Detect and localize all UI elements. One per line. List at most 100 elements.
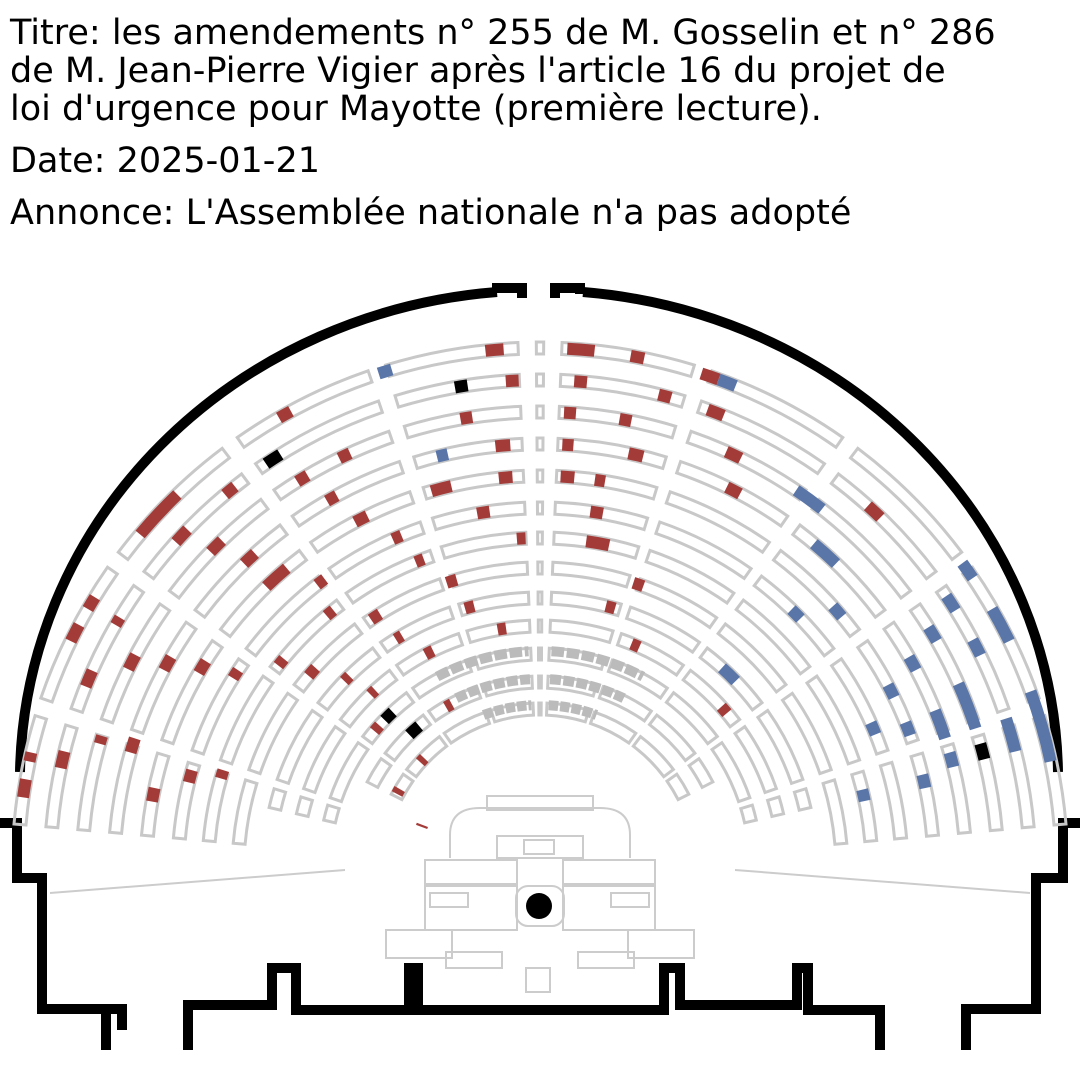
outer-wall-right	[582, 287, 1063, 773]
voted-seat-mark	[573, 375, 588, 389]
voted-seat-mark	[585, 535, 611, 552]
government-seat	[600, 684, 615, 698]
voted-seat-mark	[215, 768, 230, 781]
voted-seat-mark	[352, 510, 370, 528]
seat-row-block	[99, 601, 172, 725]
voted-seat-mark	[239, 549, 259, 568]
seat-row-block	[554, 468, 659, 501]
seat-row-block	[338, 668, 399, 729]
bureau-box-right	[610, 892, 650, 908]
voted-seat-mark	[367, 608, 384, 625]
government-seat	[506, 675, 519, 687]
seat-row-block	[536, 618, 544, 634]
voted-seat-mark	[273, 655, 289, 670]
seat-row-block	[550, 560, 632, 589]
seat-row-block	[235, 368, 374, 450]
seat-row-block	[410, 658, 474, 701]
seat-marks	[17, 342, 1057, 829]
seat-row-block	[536, 560, 544, 576]
government-seat	[463, 655, 479, 669]
seat-row-block	[537, 701, 543, 717]
seat-row-block	[294, 795, 315, 819]
bureau-left	[424, 859, 518, 885]
seat-row-block	[560, 340, 697, 379]
government-seat	[466, 684, 481, 698]
seat-row-block	[246, 691, 300, 776]
government-seat	[580, 650, 596, 663]
voted-seat-mark	[943, 750, 960, 769]
seat-row-block	[738, 803, 759, 825]
seat-row-block	[192, 522, 290, 620]
tribune-desk	[496, 835, 584, 859]
voted-seat-mark	[629, 350, 646, 365]
voted-seat-mark	[594, 473, 606, 488]
government-seat	[493, 648, 508, 661]
voted-seat-mark	[304, 663, 320, 680]
voted-seat-mark	[699, 367, 721, 386]
seat-row-block	[218, 674, 276, 766]
voted-seat-mark	[443, 698, 455, 713]
voted-seat-mark	[444, 573, 459, 589]
seat-row-block	[291, 621, 365, 695]
seat-row-block	[268, 598, 346, 676]
voted-seat-mark	[276, 406, 294, 424]
seat-row-block	[548, 618, 615, 645]
seat-row-block	[218, 548, 309, 639]
voted-seat-mark	[82, 594, 100, 612]
government-seat	[508, 646, 523, 659]
seat-row-block	[552, 530, 641, 561]
seat-row-block	[394, 631, 465, 678]
voted-seat-mark	[416, 822, 428, 829]
voted-seat-mark	[366, 685, 380, 699]
seat-row-block	[634, 576, 719, 630]
seat-row-block	[557, 404, 678, 440]
voted-seat-mark	[415, 754, 429, 767]
tribune-arch	[449, 807, 631, 858]
voted-seat-mark	[171, 525, 192, 547]
voted-seat-mark	[560, 470, 575, 484]
seat-row-block	[715, 621, 789, 695]
voted-seat-mark	[262, 449, 284, 469]
seat-row-block	[473, 646, 533, 672]
date-line: Date: 2025-01-21	[10, 141, 320, 181]
seat-row-block	[326, 520, 427, 581]
voted-seat-mark	[986, 606, 1015, 644]
voted-seat-mark	[17, 778, 32, 799]
government-seat	[528, 700, 532, 711]
seat-row-block	[535, 500, 545, 516]
seat-row-block	[558, 372, 687, 409]
voted-seat-mark	[563, 406, 577, 420]
seat-row-block	[624, 605, 702, 655]
voted-seat-mark	[618, 413, 633, 428]
seat-row-block	[821, 778, 849, 846]
seat-row-block	[393, 372, 522, 409]
seat-row-block	[69, 583, 146, 715]
seat-row-block	[664, 690, 720, 746]
seat-row-block	[909, 751, 941, 838]
seat-row-block	[535, 436, 545, 452]
government-seat	[504, 702, 516, 714]
bureau-box-left	[429, 892, 469, 908]
voted-seat-mark	[863, 501, 885, 522]
stair-center-left	[445, 951, 503, 969]
voted-seat-mark	[828, 602, 847, 621]
seat-row-block	[537, 674, 543, 690]
stair-right	[627, 929, 695, 959]
seat-row-block	[588, 710, 638, 746]
central-floor	[49, 795, 1031, 993]
voted-seat-mark	[80, 668, 98, 689]
seat-row-block	[159, 638, 225, 746]
title-line-2: de M. Jean-Pierre Vigier après l'article…	[10, 51, 946, 91]
voted-seat-mark	[322, 605, 338, 621]
voted-seat-mark	[294, 470, 311, 487]
voted-seat-mark	[787, 605, 805, 623]
voted-seat-mark	[182, 768, 198, 784]
seat-row-block	[253, 399, 385, 476]
seat-row-block	[848, 446, 964, 562]
seat-row-block	[301, 724, 348, 795]
stair-left	[385, 929, 453, 959]
government-seat	[524, 646, 529, 657]
government-seat	[516, 700, 527, 712]
voted-seat-mark	[422, 645, 436, 660]
